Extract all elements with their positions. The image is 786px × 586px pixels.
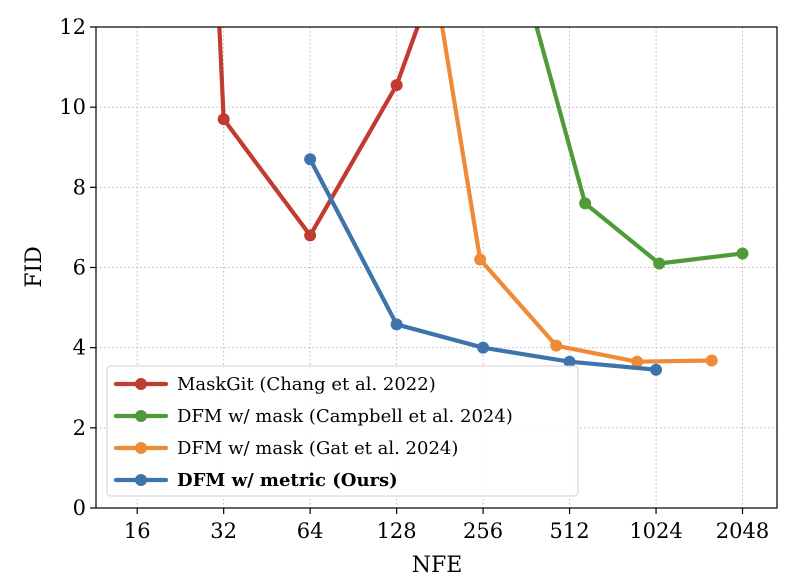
legend: MaskGit (Chang et al. 2022) DFM w/ mask (… (106, 365, 579, 497)
x-tick-label: 2048 (716, 519, 769, 543)
x-tick-label: 64 (297, 519, 324, 543)
x-tick-label: 128 (377, 519, 417, 543)
y-tick-label: 10 (59, 95, 86, 119)
data-point (550, 339, 563, 352)
legend-box (106, 365, 579, 497)
x-axis-label: NFE (412, 553, 463, 578)
data-point (304, 153, 317, 166)
y-tick-label: 12 (59, 15, 86, 39)
x-tick-label: 1024 (629, 519, 682, 543)
data-point (650, 363, 663, 376)
data-point (390, 79, 403, 92)
legend-swatch-marker (135, 378, 147, 390)
plot-area (217, 27, 749, 376)
data-point (579, 197, 592, 210)
data-point (304, 229, 317, 242)
data-point (477, 341, 490, 354)
data-point (631, 355, 644, 368)
x-tick-label: 512 (550, 519, 590, 543)
axis-ticks: 16 32 64 128 256 512 1024 2048 0 2 4 6 8 10 12 (59, 15, 769, 543)
series-line-2 (440, 27, 714, 364)
x-tick-label: 256 (463, 519, 503, 543)
data-point (705, 354, 718, 367)
x-tick-label: 16 (124, 519, 151, 543)
data-point (653, 257, 666, 270)
legend-label: DFM w/ mask (Gat et al. 2024) (177, 438, 458, 459)
legend-label: MaskGit (Chang et al. 2022) (177, 374, 436, 395)
y-tick-label: 6 (73, 256, 86, 280)
y-tick-label: 0 (73, 496, 86, 520)
data-point (390, 318, 403, 331)
y-tick-label: 8 (73, 175, 86, 199)
data-point (736, 247, 749, 260)
legend-swatch-marker (135, 442, 147, 454)
data-point (563, 355, 576, 368)
data-point (217, 113, 230, 126)
y-axis-label: FID (22, 246, 47, 288)
data-point (474, 253, 487, 266)
legend-swatch-marker (135, 474, 147, 486)
series-line-1 (534, 27, 745, 266)
series-line-0 (217, 27, 420, 238)
legend-label: DFM w/ metric (Ours) (177, 470, 398, 491)
x-tick-label: 32 (210, 519, 237, 543)
y-tick-label: 2 (73, 416, 86, 440)
legend-label: DFM w/ mask (Campbell et al. 2024) (177, 406, 513, 427)
legend-swatch-marker (135, 410, 147, 422)
y-tick-label: 4 (73, 336, 86, 360)
